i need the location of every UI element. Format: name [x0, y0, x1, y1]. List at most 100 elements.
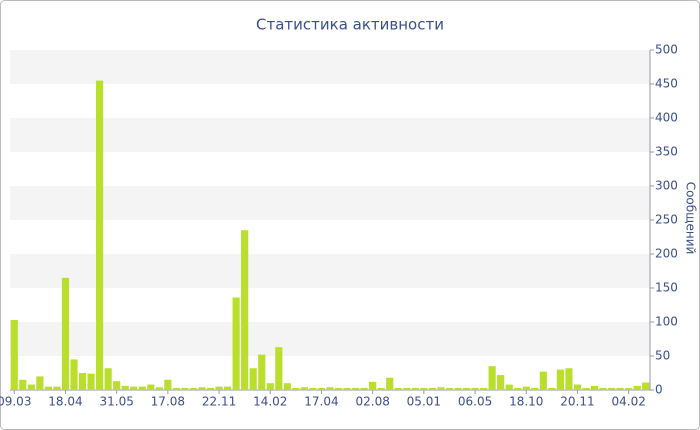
bar: [386, 377, 394, 390]
bar: [275, 347, 283, 390]
bar: [300, 387, 308, 390]
y-tick-label: 500: [655, 43, 678, 57]
x-tick-label: 17.08: [151, 395, 185, 409]
bar: [70, 359, 78, 390]
bar: [480, 387, 488, 390]
bar: [53, 386, 61, 390]
bar: [283, 383, 291, 390]
grid-band: [10, 118, 650, 152]
y-tick-label: 350: [655, 145, 678, 159]
bar: [420, 387, 428, 390]
bar: [232, 297, 240, 390]
x-tick-label: 18.04: [48, 395, 82, 409]
y-tick-label: 150: [655, 281, 678, 295]
x-tick-label: 05.01: [407, 395, 441, 409]
bar: [369, 381, 377, 390]
bar: [121, 385, 129, 390]
bar: [377, 387, 385, 390]
bar: [249, 368, 257, 390]
bar: [394, 387, 402, 390]
bar: [198, 387, 206, 390]
bar: [428, 387, 436, 390]
bar: [556, 369, 564, 390]
bar: [87, 373, 95, 390]
grid-band: [10, 186, 650, 220]
bar: [360, 387, 368, 390]
bar: [317, 387, 326, 390]
y-tick-label: 300: [655, 179, 678, 193]
bar: [565, 368, 573, 390]
bar: [343, 387, 351, 390]
bar: [44, 386, 52, 390]
bar: [642, 382, 650, 390]
y-tick-label: 450: [655, 77, 678, 91]
bar: [130, 386, 138, 390]
bar: [113, 381, 121, 390]
bar: [522, 386, 530, 390]
y-axis-label: Сообщений: [684, 182, 698, 255]
y-tick-label: 0: [655, 383, 663, 397]
bar: [172, 387, 180, 390]
bar: [206, 387, 215, 390]
bar: [292, 387, 300, 390]
bar: [19, 379, 27, 390]
bar: [531, 387, 539, 390]
x-tick-label: 14.02: [253, 395, 287, 409]
bar: [334, 387, 343, 390]
bar: [258, 354, 266, 390]
x-tick-label: 06.05: [458, 395, 492, 409]
bar: [445, 387, 454, 390]
bar: [309, 387, 317, 390]
bar: [573, 384, 582, 390]
bar: [539, 371, 547, 390]
bar: [61, 277, 70, 390]
bar: [462, 387, 471, 390]
bar: [266, 383, 274, 390]
y-tick-label: 250: [655, 213, 678, 227]
bar: [625, 387, 633, 390]
x-tick-label: 18.10: [509, 395, 543, 409]
bar: [471, 387, 479, 390]
bar: [514, 387, 522, 390]
bar: [548, 387, 556, 390]
bar: [224, 386, 232, 390]
x-tick-label: 31.05: [99, 395, 133, 409]
bar: [138, 386, 146, 390]
y-tick-label: 400: [655, 111, 678, 125]
grid-band: [10, 50, 650, 84]
bar: [403, 387, 411, 390]
bar: [488, 366, 496, 390]
y-tick-label: 200: [655, 247, 678, 261]
bar: [497, 375, 505, 390]
bar: [215, 386, 223, 390]
bar: [104, 368, 112, 390]
chart-title: Статистика активности: [256, 16, 444, 34]
bar: [352, 387, 360, 390]
bar: [27, 384, 35, 390]
bar: [608, 387, 616, 390]
bar: [590, 385, 599, 390]
grid-band: [10, 322, 650, 356]
bar: [616, 387, 624, 390]
x-tick-label: 09.03: [0, 395, 31, 409]
bar: [147, 384, 155, 390]
bar: [155, 387, 163, 390]
x-tick-label: 04.02: [611, 395, 645, 409]
bar: [36, 376, 44, 390]
bar: [164, 379, 172, 390]
y-tick-label: 50: [655, 349, 670, 363]
bar: [10, 319, 18, 390]
x-tick-label: 02.08: [355, 395, 389, 409]
bar: [582, 387, 590, 390]
bar: [454, 387, 462, 390]
bar: [181, 387, 189, 390]
bar: [241, 230, 249, 390]
bar: [96, 80, 104, 390]
x-tick-label: 22.11: [202, 395, 236, 409]
bar: [505, 384, 513, 390]
bar: [633, 385, 641, 390]
bar: [411, 387, 419, 390]
grid-band: [10, 254, 650, 288]
bar: [78, 373, 87, 390]
